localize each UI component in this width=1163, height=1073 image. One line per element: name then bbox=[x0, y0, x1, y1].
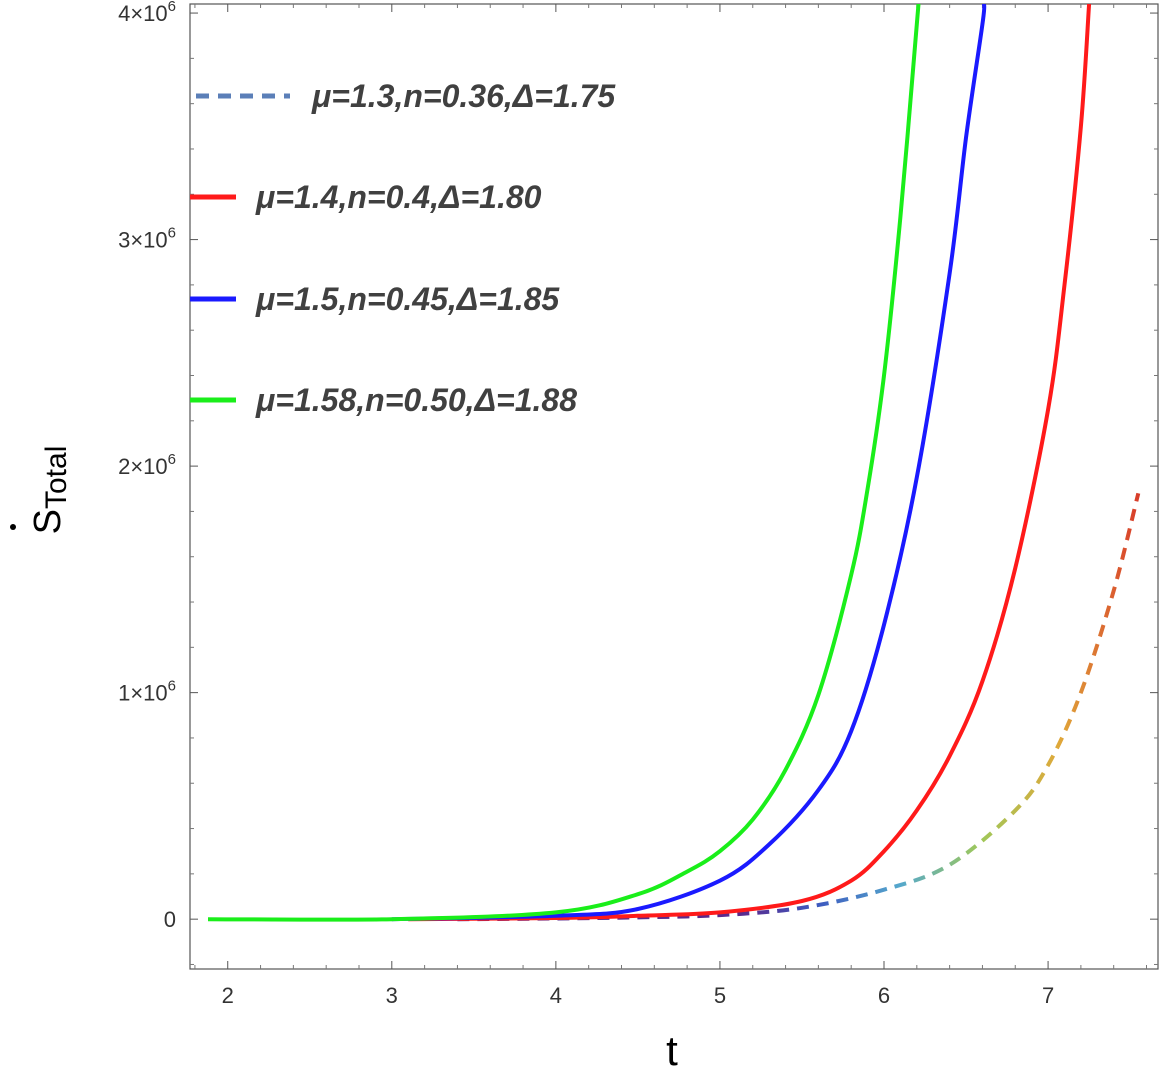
x-tick-label: 3 bbox=[386, 983, 398, 1008]
x-tick-label: 5 bbox=[714, 983, 726, 1008]
x-tick-label: 7 bbox=[1042, 983, 1054, 1008]
y-tick-label: 2×106 bbox=[118, 451, 176, 479]
x-tick-label: 6 bbox=[878, 983, 890, 1008]
y-tick-label: 4×106 bbox=[118, 0, 176, 26]
x-tick-label: 2 bbox=[222, 983, 234, 1008]
y-tick-label: 1×106 bbox=[118, 678, 176, 706]
legend-label-3: μ=1.5,n=0.45,Δ=1.85 bbox=[255, 281, 560, 317]
x-tick-label: 4 bbox=[550, 983, 562, 1008]
axis-ticks bbox=[190, 4, 1158, 969]
y-axis-title-sub: Total bbox=[40, 446, 73, 509]
legend-label-2: μ=1.4,n=0.4,Δ=1.80 bbox=[255, 179, 542, 215]
series-line-3 bbox=[391, 4, 987, 922]
y-tick-label: 0 bbox=[164, 907, 176, 932]
tick-labels: 2 3 4 5 6 7 0 1×106 2×106 3×106 4×106 bbox=[118, 0, 1054, 1008]
legend: μ=1.3,n=0.36,Δ=1.75 μ=1.4,n=0.4,Δ=1.80 μ=1… bbox=[190, 78, 616, 418]
y-axis-title: STotal bbox=[10, 446, 73, 535]
y-axis-title-main: S bbox=[27, 509, 69, 534]
x-axis-title: t bbox=[666, 1027, 678, 1073]
y-tick-label: 3×106 bbox=[118, 225, 176, 253]
legend-label-1: μ=1.3,n=0.36,Δ=1.75 bbox=[311, 78, 616, 114]
plot-frame bbox=[189, 3, 1159, 970]
series-line-2 bbox=[408, 4, 1092, 922]
series-layer bbox=[207, 4, 1141, 922]
series-line-1 bbox=[457, 492, 1141, 922]
legend-label-4: μ=1.58,n=0.50,Δ=1.88 bbox=[255, 382, 577, 418]
y-axis-title-dot bbox=[10, 524, 16, 530]
series-line-4 bbox=[207, 4, 921, 922]
svg-text:STotal: STotal bbox=[27, 446, 73, 535]
